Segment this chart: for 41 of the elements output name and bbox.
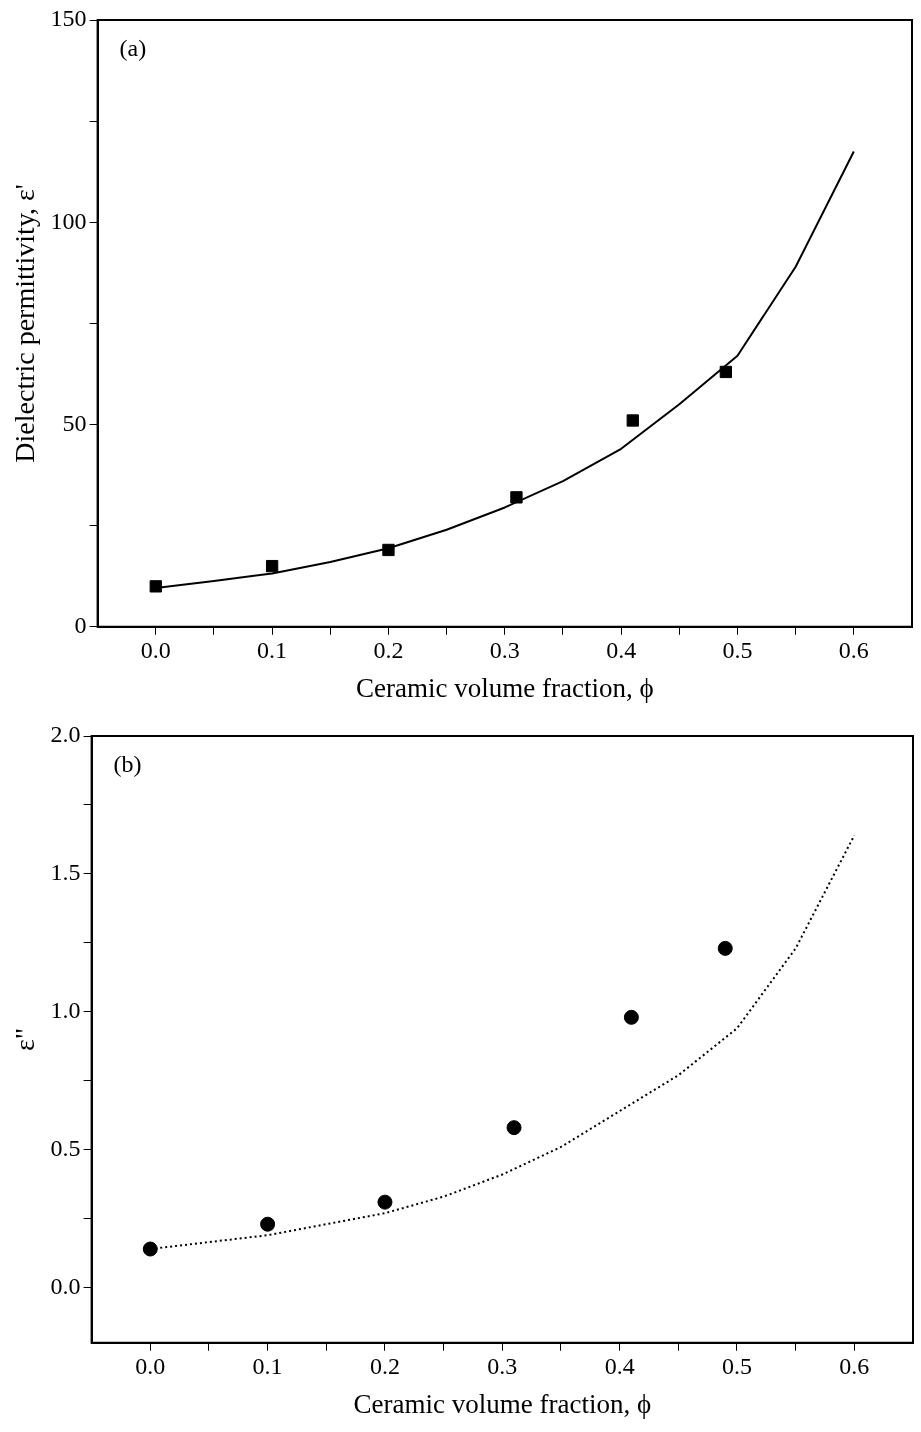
point	[510, 491, 523, 504]
annotation: (a)	[119, 35, 147, 62]
x-tick-label: 0.4	[606, 637, 637, 664]
y-axis-title: Dielectric permittivity, ε'	[9, 184, 41, 463]
x-tick-label: 0.0	[135, 1353, 166, 1380]
point	[260, 1216, 276, 1232]
y-tick-label: 1.0	[50, 997, 81, 1024]
x-tick-label: 0.5	[721, 1353, 752, 1380]
y-tick-label: 0.5	[50, 1135, 81, 1162]
x-tick-label: 0.3	[487, 1353, 518, 1380]
point	[142, 1241, 158, 1257]
x-axis-title: Ceramic volume fraction, ϕ	[353, 1388, 652, 1419]
x-tick-label: 0.0	[140, 637, 171, 664]
x-tick-label: 0.1	[257, 637, 288, 664]
x-tick-label: 0.4	[604, 1353, 635, 1380]
point	[382, 543, 395, 557]
x-tick-label: 0.3	[489, 637, 520, 664]
x-tick-label: 0.5	[722, 637, 753, 664]
y-tick-label: 50	[62, 409, 87, 436]
y-axis-title: ε"	[9, 1027, 41, 1051]
point	[506, 1120, 522, 1136]
y-tick-label: 0	[74, 612, 87, 639]
y-tick-label: 1.5	[50, 859, 81, 886]
point	[149, 580, 162, 593]
point	[265, 559, 279, 573]
point	[717, 940, 733, 956]
x-tick-label: 0.6	[839, 1353, 870, 1380]
x-tick-label: 0.6	[838, 637, 869, 664]
annotation: (b)	[113, 751, 142, 778]
x-tick-label: 0.2	[373, 637, 404, 664]
y-tick-label: 0.0	[50, 1272, 81, 1299]
point	[623, 1009, 639, 1025]
x-tick-label: 0.2	[369, 1353, 400, 1380]
y-tick-label: 100	[50, 207, 87, 234]
y-tick-label: 2.0	[50, 721, 81, 748]
point	[626, 414, 639, 427]
x-tick-label: 0.1	[252, 1353, 283, 1380]
point	[377, 1194, 393, 1210]
y-tick-label: 150	[50, 5, 87, 32]
point	[719, 365, 733, 379]
x-axis-title: Ceramic volume fraction, ϕ	[356, 672, 654, 703]
